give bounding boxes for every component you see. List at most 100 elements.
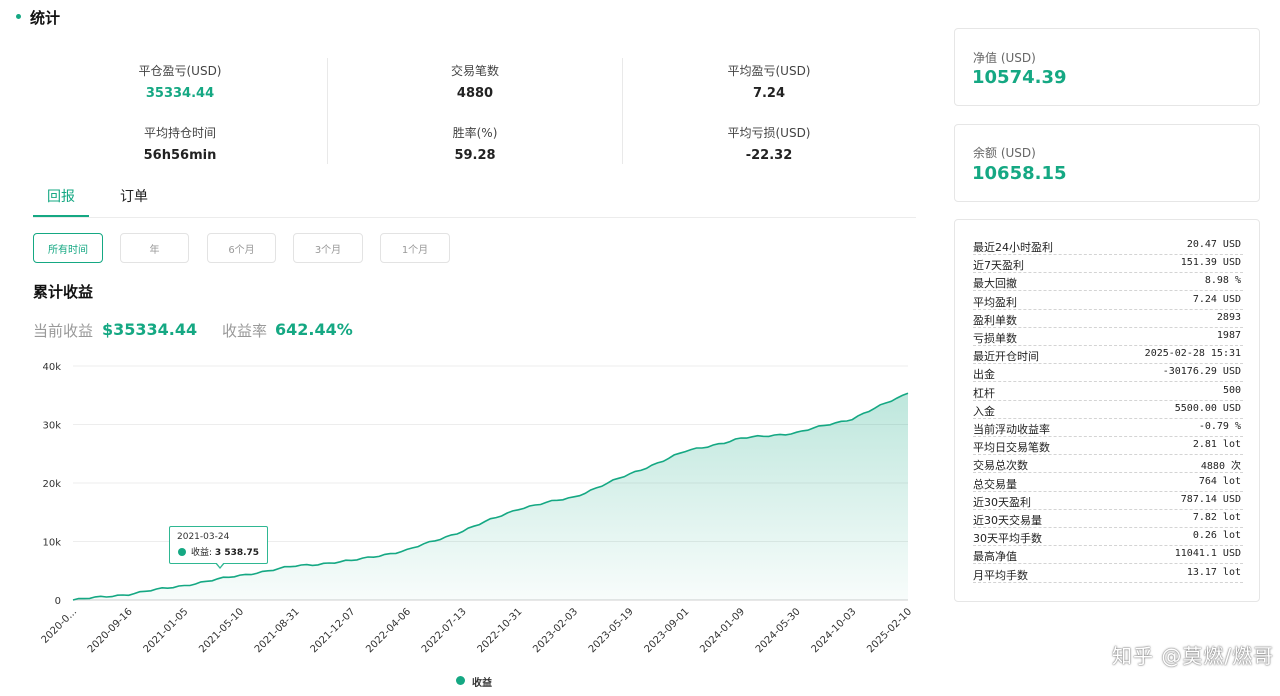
y-tick-label: 30k: [42, 421, 61, 432]
x-tick-label: 2023-02-03: [531, 606, 580, 655]
y-tick-label: 0: [55, 596, 61, 607]
metric-value: 20.47 USD: [1186, 239, 1241, 250]
equity-value: 10574.39: [972, 67, 1067, 88]
equity-label: 净值 (USD): [973, 51, 1036, 65]
metric-row: 杠杆 500: [973, 384, 1243, 401]
metric-value: 7.24 USD: [1192, 293, 1241, 305]
section-title: 累计收益: [33, 283, 94, 301]
stat-divider: [327, 58, 328, 164]
stat-value-avg-pnl: 7.24: [752, 86, 786, 101]
stat-label-trade-count: 交易笔数: [450, 64, 499, 78]
active-tab-indicator: [33, 215, 89, 217]
stat-value-avg-loss: -22.32: [745, 148, 793, 163]
stat-value-trade-count: 4880: [456, 86, 494, 101]
metric-row: 入金 5500.00 USD: [973, 402, 1243, 419]
stat-label-avg-hold: 平均持仓时间: [143, 126, 216, 140]
metric-row: 平均盈利 7.24 USD: [973, 293, 1243, 310]
current-profit-value: $35334.44: [102, 320, 198, 339]
stat-value-avg-hold: 56h56min: [143, 148, 217, 163]
x-tick-label: 2024-05-30: [754, 606, 803, 655]
metric-label: 30天平均手数: [973, 532, 1042, 546]
x-tick-label: 2022-04-06: [364, 606, 413, 655]
chart-tooltip: 2021-03-24 收益: 3 538.75: [169, 526, 268, 564]
page-title: 统计: [30, 9, 61, 27]
metric-row: 平均日交易笔数 2.81 lot: [973, 438, 1243, 456]
metric-row: 最近开仓时间 2025-02-28 15:31: [973, 347, 1243, 365]
stat-label-win-rate: 胜率(%): [452, 126, 498, 140]
balance-card: 余额 (USD) 10658.15: [954, 124, 1260, 202]
series-area-fill: [73, 393, 908, 600]
metric-label: 最近开仓时间: [973, 350, 1039, 364]
x-tick-label: 2023-09-01: [643, 606, 692, 655]
legend-label: 收益: [472, 678, 492, 689]
title-dot: [16, 14, 21, 19]
metric-row: 近30天交易量 7.82 lot: [973, 511, 1243, 528]
metric-row: 近7天盈利 151.39 USD: [973, 256, 1243, 274]
metric-value: 5500.00 USD: [1174, 402, 1241, 414]
return-rate-label: 收益率: [222, 322, 268, 340]
metric-row: 出金 -30176.29 USD: [973, 365, 1243, 383]
metric-label: 当前浮动收益率: [973, 423, 1050, 436]
period-1m-button[interactable]: 1个月: [380, 233, 450, 263]
tab-returns[interactable]: 回报: [47, 189, 75, 205]
equity-card: 净值 (USD) 10574.39: [954, 28, 1260, 106]
metric-label: 亏损单数: [973, 332, 1017, 345]
legend-marker: [456, 676, 465, 685]
period-all-button[interactable]: 所有时间: [33, 233, 103, 263]
metric-label: 盈利单数: [973, 313, 1017, 327]
return-rate-value: 642.44%: [275, 320, 353, 339]
metric-value: -0.79 %: [1198, 421, 1241, 432]
x-tick-label: 2020-09-16: [86, 606, 135, 655]
period-year-button[interactable]: 年: [120, 233, 189, 263]
metric-label: 入金: [973, 404, 995, 418]
balance-value: 10658.15: [972, 163, 1067, 184]
stat-label-avg-pnl: 平均盈亏(USD): [727, 64, 811, 78]
metrics-card: 最近24小时盈利 20.47 USD 近7天盈利 151.39 USD 最大回撤 8.98…: [954, 219, 1260, 602]
y-tick-label: 10k: [42, 538, 61, 549]
metric-row: 盈利单数 2893: [973, 311, 1243, 328]
tab-orders[interactable]: 订单: [120, 189, 148, 205]
period-3m-button[interactable]: 3个月: [293, 233, 363, 263]
x-tick-label: 2024-10-03: [810, 606, 859, 655]
y-tick-label: 40k: [42, 362, 61, 373]
metric-label: 平均盈利: [973, 295, 1017, 309]
tooltip-label: 收益:: [191, 548, 213, 558]
x-axis: 2020-0... 2020-09-16 2021-01-05 2021-05-10 2…: [40, 606, 915, 655]
tabs-divider: [33, 217, 916, 218]
metric-value: 1987: [1216, 330, 1241, 341]
chart-area: [72, 392, 909, 601]
metric-value: 7.82 lot: [1192, 512, 1241, 523]
metric-row: 总交易量 764 lot: [973, 475, 1243, 492]
stat-divider: [622, 58, 623, 164]
y-tick-label: 20k: [42, 479, 61, 490]
metric-row: 最高净值 11041.1 USD: [973, 547, 1243, 565]
metric-value: 787.14 USD: [1180, 493, 1241, 505]
tooltip-pointer-fill: [216, 562, 224, 567]
metric-row: 交易总次数 4880 次: [973, 456, 1243, 474]
x-tick-label: 2022-10-31: [476, 606, 525, 655]
watermark: 知乎 @莫燃/燃哥: [1112, 644, 1275, 668]
stat-label-avg-loss: 平均亏损(USD): [727, 126, 811, 140]
period-6m-button[interactable]: 6个月: [207, 233, 276, 263]
metric-value: 11041.1 USD: [1174, 548, 1241, 560]
metric-value: 2.81 lot: [1192, 439, 1241, 451]
metric-value: 4880 次: [1200, 461, 1241, 473]
metric-row: 当前浮动收益率 -0.79 %: [973, 420, 1243, 437]
tooltip-value: 3 538.75: [214, 548, 260, 558]
x-tick-label: 2021-12-07: [309, 606, 358, 655]
metric-label: 近7天盈利: [973, 259, 1024, 273]
metric-value: 2893: [1216, 311, 1241, 323]
metric-value: 2025-02-28 15:31: [1144, 348, 1241, 360]
stat-value-closed-pnl: 35334.44: [145, 86, 215, 101]
stat-label-closed-pnl: 平仓盈亏(USD): [138, 64, 222, 78]
series-line: [72, 392, 909, 601]
metric-label: 总交易量: [973, 477, 1017, 491]
cumulative-return-chart[interactable]: 0 10k 20k 30k 40k 2020-0... 2020-09-16 2021-01…: [28, 356, 918, 696]
metric-label: 最高净值: [973, 550, 1017, 564]
metric-row: 亏损单数 1987: [973, 329, 1243, 346]
metric-label: 最大回撤: [973, 277, 1017, 291]
metric-row: 最近24小时盈利 20.47 USD: [973, 238, 1243, 255]
metric-label: 最近24小时盈利: [973, 241, 1053, 254]
metric-value: 8.98 %: [1204, 275, 1241, 287]
metric-label: 平均日交易笔数: [973, 441, 1050, 455]
